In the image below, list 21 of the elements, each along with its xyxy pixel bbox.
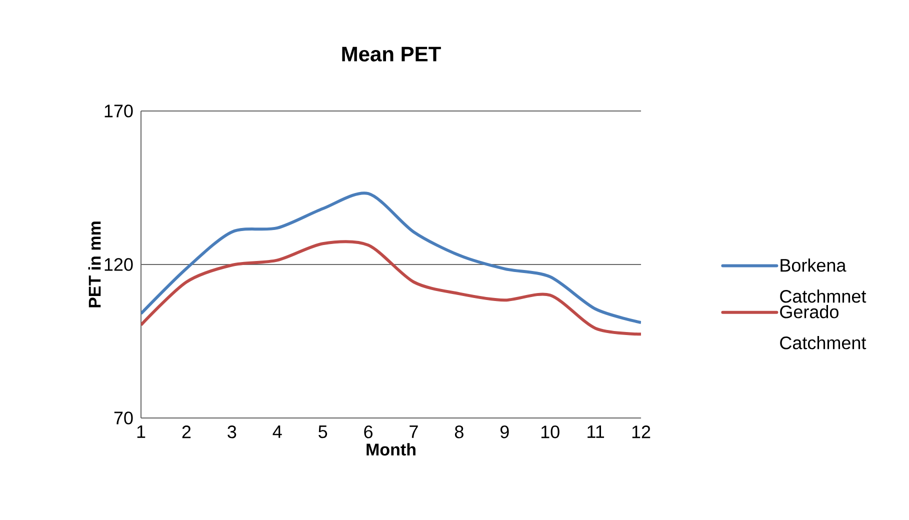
y-axis-title: PET in mm	[88, 222, 101, 308]
x-tick-label: 8	[454, 426, 464, 438]
x-tick-label: 9	[500, 426, 509, 438]
x-tick-label: 4	[272, 426, 282, 438]
x-tick-label: 10	[541, 426, 560, 438]
x-tick-label: 11	[588, 426, 604, 438]
y-tick-label: 120	[104, 258, 133, 271]
y-tick-label: 70	[114, 412, 133, 424]
legend-label: Borkena Catchmnet	[780, 258, 866, 303]
x-axis-title: Month	[366, 443, 416, 456]
x-tick-label: 2	[182, 426, 191, 438]
x-tick-label: 6	[364, 426, 372, 438]
y-tick-label: 170	[104, 104, 133, 118]
legend-label: Gerado Catchment	[780, 305, 866, 350]
x-tick-label: 12	[632, 426, 650, 438]
x-tick-label: 5	[318, 426, 328, 438]
x-tick-label: 7	[410, 426, 418, 438]
chart-title: Mean PET	[342, 46, 441, 62]
x-tick-label: 1	[137, 426, 146, 438]
line-series	[141, 192, 642, 324]
x-tick-label: 3	[228, 426, 236, 438]
